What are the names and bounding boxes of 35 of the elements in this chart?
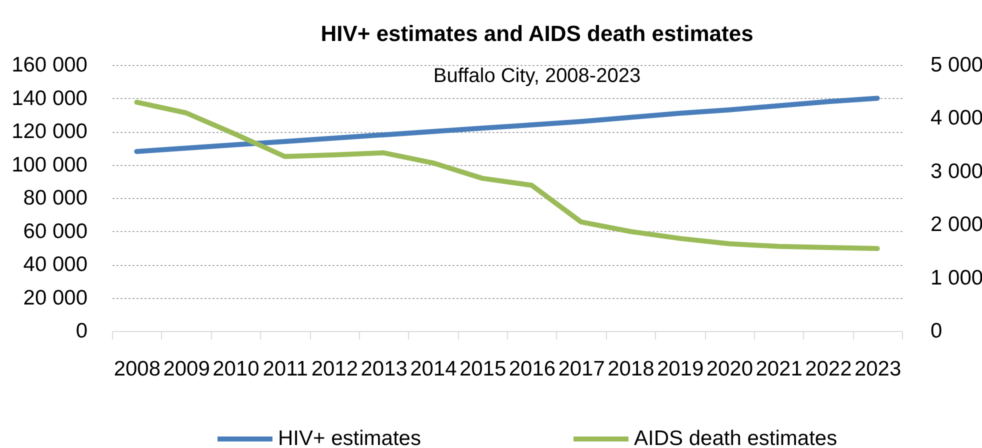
legend-label: AIDS death estimates (634, 427, 838, 448)
y2-tick-label: 2 000 (930, 213, 982, 236)
y-tick-label: 120 000 (12, 120, 88, 143)
x-tick-label: 2014 (410, 358, 458, 380)
x-tick-label: 2015 (459, 358, 506, 380)
y-tick-label: 160 000 (12, 54, 88, 76)
y-tick-label: 100 000 (12, 153, 88, 176)
y-tick-label: 60 000 (23, 220, 88, 243)
y-tick-label: 40 000 (23, 253, 88, 276)
x-tick-label: 2016 (508, 358, 556, 380)
chart-title: HIV+ estimates and AIDS death estimates (320, 21, 754, 46)
y2-tick-label: 1 000 (930, 266, 982, 290)
x-tick-label: 2023 (854, 358, 902, 380)
x-tick-label: 2009 (163, 358, 210, 380)
y2-tick-label: 0 (930, 320, 942, 342)
y-tick-label: 80 000 (23, 186, 88, 210)
y2-tick-label: 3 000 (930, 160, 982, 183)
legend-label: HIV+ estimates (278, 427, 421, 448)
x-tick-label: 2021 (756, 358, 802, 380)
y2-tick-label: 5 000 (930, 54, 982, 76)
y-tick-label: 0 (76, 320, 88, 342)
x-tick-label: 2012 (311, 358, 358, 380)
x-tick-label: 2019 (656, 358, 704, 380)
x-tick-label: 2020 (706, 358, 754, 380)
y2-tick-label: 4 000 (930, 106, 982, 130)
x-tick-label: 2010 (212, 358, 260, 380)
x-tick-label: 2013 (360, 358, 408, 380)
x-tick-label: 2022 (805, 358, 852, 380)
x-tick-label: 2017 (558, 358, 605, 380)
y-tick-label: 140 000 (12, 86, 88, 110)
x-tick-label: 2011 (262, 358, 308, 380)
x-tick-label: 2018 (608, 358, 654, 380)
y-tick-label: 20 000 (23, 286, 88, 310)
chart-subtitle: Buffalo City, 2008-2023 (433, 65, 641, 87)
x-tick-label: 2008 (114, 358, 161, 380)
